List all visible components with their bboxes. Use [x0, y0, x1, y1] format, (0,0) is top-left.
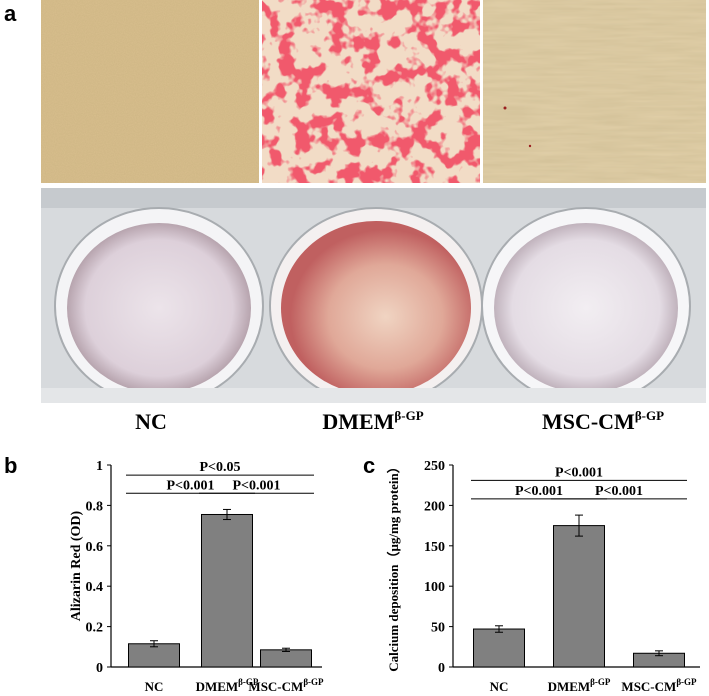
significance-label: P<0.05 [199, 460, 240, 475]
micrograph-msc-cm [483, 0, 706, 183]
chart-calcium-deposition: 0 50 100 150 200 250 Calcium deposition（μg/mg … [355, 455, 709, 696]
well-plate-photo [41, 188, 706, 405]
y-tick-label: 0 [96, 661, 103, 676]
y-tick-label: 0.8 [86, 499, 104, 514]
bar [473, 628, 525, 668]
error-bar [575, 514, 583, 537]
error-bar [655, 650, 663, 657]
y-tick-label: 100 [424, 580, 445, 595]
micrograph-nc [41, 0, 259, 183]
significance-label: P<0.001 [555, 465, 603, 480]
error-bar [223, 508, 231, 521]
x-tick-label: MSC-CMβ-GP [621, 677, 697, 694]
group-label-msc-cm: MSC-CMβ-GP [541, 408, 665, 434]
panel-label-a: a [4, 1, 17, 26]
y-tick-label: 50 [431, 621, 445, 636]
y-tick-label: 0.4 [86, 580, 104, 595]
bar [553, 525, 605, 668]
y-tick-label: 0.6 [86, 540, 104, 555]
group-label-dmem: DMEMβ-GP [322, 408, 424, 434]
y-axis-label: Alizarin Red (OD) [69, 510, 84, 621]
significance-label: P<0.001 [515, 484, 563, 499]
significance-label: P<0.001 [595, 484, 643, 499]
bar [260, 649, 312, 668]
y-tick-label: 0 [438, 661, 445, 676]
x-tick-label: NC [490, 679, 509, 694]
group-label-nc: NC [135, 409, 167, 434]
panel-label-b: b [4, 453, 18, 478]
significance-label: P<0.001 [166, 478, 214, 493]
y-tick-label: 200 [424, 499, 445, 514]
y-tick-label: 1 [96, 459, 103, 474]
y-axis-label: Calcium deposition（μg/mg protein） [386, 460, 401, 672]
micrograph-dmem [262, 0, 480, 183]
x-tick-label: MSC-CMβ-GP [248, 677, 324, 694]
significance-label: P<0.001 [232, 478, 280, 493]
error-bar [150, 640, 158, 648]
y-tick-label: 0.2 [86, 621, 104, 636]
chart-alizarin-red: 0 0.2 0.4 0.6 0.8 1 Alizarin Red (OD) NC DMEMβ-G… [0, 455, 340, 696]
panel-label-c: c [363, 453, 376, 478]
error-bar [282, 647, 290, 652]
y-tick-label: 250 [424, 459, 445, 474]
error-bar [495, 625, 503, 633]
x-tick-label: NC [145, 679, 164, 694]
y-tick-label: 150 [424, 540, 445, 555]
x-tick-label: DMEMβ-GP [548, 677, 611, 694]
bar [201, 513, 253, 668]
